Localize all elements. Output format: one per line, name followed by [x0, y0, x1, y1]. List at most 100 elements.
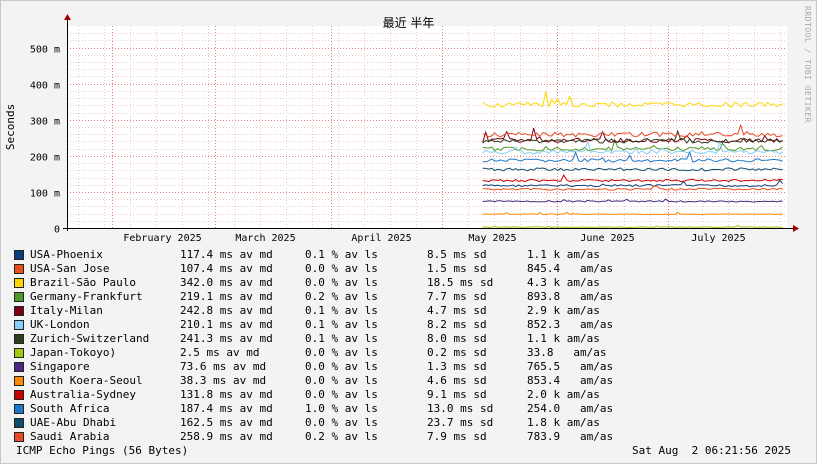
legend-loss: 0.0 % av ls — [305, 388, 378, 401]
legend-avg: 219.1 ms av md — [180, 290, 273, 303]
x-tick-label: April 2025 — [351, 233, 411, 244]
legend-avg: 342.0 ms av md — [180, 276, 273, 289]
series-line — [482, 185, 783, 191]
legend-sd: 7.9 ms sd — [427, 430, 487, 443]
legend-name: UK-London — [30, 318, 90, 331]
series-line — [482, 91, 783, 109]
legend-sd: 4.6 ms sd — [427, 374, 487, 387]
series-line — [482, 179, 784, 188]
x-tick-label: June 2025 — [580, 233, 634, 244]
legend-loss: 0.1 % av ls — [305, 332, 378, 345]
legend-swatch — [14, 264, 24, 274]
legend-swatch — [14, 362, 24, 372]
legend-am: 2.9 k am/as — [527, 304, 600, 317]
legend-swatch — [14, 292, 24, 302]
series-line — [482, 139, 784, 155]
series-line — [482, 224, 783, 229]
legend-swatch — [14, 320, 24, 330]
legend-loss: 0.0 % av ls — [305, 276, 378, 289]
legend-name: Brazil-São Paulo — [30, 276, 136, 289]
legend-name: USA-Phoenix — [30, 248, 103, 261]
legend-name: Italy-Milan — [30, 304, 103, 317]
series-line — [482, 173, 783, 183]
series-line — [482, 198, 783, 203]
legend-loss: 0.0 % av ls — [305, 374, 378, 387]
legend-am: 765.5 am/as — [527, 360, 614, 373]
y-tick-label: 0 — [54, 225, 60, 236]
series-line — [482, 167, 783, 172]
legend-avg: 210.1 ms av md — [180, 318, 273, 331]
legend-avg: 38.3 ms av md — [180, 374, 267, 387]
legend-avg: 258.9 ms av md — [180, 430, 273, 443]
y-axis-arrow — [64, 14, 71, 20]
series-line — [482, 123, 783, 138]
x-tick-label: May 2025 — [468, 233, 516, 244]
legend-sd: 1.5 ms sd — [427, 262, 487, 275]
x-tick-label: March 2025 — [235, 233, 295, 244]
legend-avg: 2.5 ms av md — [180, 346, 260, 359]
legend-loss: 0.0 % av ls — [305, 416, 378, 429]
legend-avg: 162.5 ms av md — [180, 416, 273, 429]
legend-name: South Africa — [30, 402, 110, 415]
legend-loss: 0.1 % av ls — [305, 304, 378, 317]
y-tick-label: 300 m — [30, 117, 60, 128]
legend-am: 1.1 k am/as — [527, 248, 600, 261]
legend-am: 4.3 k am/as — [527, 276, 600, 289]
y-tick-label: 500 m — [30, 45, 60, 56]
legend-sd: 23.7 ms sd — [427, 416, 494, 429]
legend-am: 1.1 k am/as — [527, 332, 600, 345]
legend-avg: 241.3 ms av md — [180, 332, 273, 345]
legend-am: 853.4 am/as — [527, 374, 614, 387]
legend-avg: 117.4 ms av md — [180, 248, 273, 261]
y-tick-label: 100 m — [30, 189, 60, 200]
legend-am: 845.4 am/as — [527, 262, 614, 275]
legend-am: 33.8 am/as — [527, 346, 607, 359]
legend-am: 852.3 am/as — [527, 318, 614, 331]
legend-sd: 0.2 ms sd — [427, 346, 487, 359]
legend-am: 1.8 k am/as — [527, 416, 600, 429]
legend-am: 2.0 k am/as — [527, 388, 600, 401]
legend-avg: 131.8 ms av md — [180, 388, 273, 401]
legend-name: Germany-Frankfurt — [30, 290, 143, 303]
legend-name: USA-San Jose — [30, 262, 110, 275]
chart-title: 最近 半年 — [382, 16, 435, 30]
legend-avg: 187.4 ms av md — [180, 402, 273, 415]
legend-name: Singapore — [30, 360, 90, 373]
legend-name: Saudi Arabia — [30, 430, 110, 443]
legend-name: Japan-Tokoyo) — [30, 346, 117, 359]
legend-sd: 8.5 ms sd — [427, 248, 487, 261]
legend-avg: 242.8 ms av md — [180, 304, 273, 317]
series-line — [482, 150, 783, 163]
legend-am: 254.0 am/as — [527, 402, 614, 415]
legend-swatch — [14, 404, 24, 414]
legend-swatch — [14, 306, 24, 316]
legend-swatch — [14, 278, 24, 288]
legend-sd: 18.5 ms sd — [427, 276, 494, 289]
legend-avg: 107.4 ms av md — [180, 262, 273, 275]
series-line — [482, 138, 783, 152]
legend-name: UAE-Abu Dhabi — [30, 416, 117, 429]
x-axis-arrow — [793, 225, 799, 232]
legend-sd: 4.7 ms sd — [427, 304, 487, 317]
footer-description: ICMP Echo Pings (56 Bytes) — [16, 444, 189, 457]
legend-sd: 8.2 ms sd — [427, 318, 487, 331]
series-line — [482, 129, 783, 144]
legend-sd: 9.1 ms sd — [427, 388, 487, 401]
legend-avg: 73.6 ms av md — [180, 360, 267, 373]
legend-loss: 1.0 % av ls — [305, 402, 378, 415]
legend-name: South Koera-Seoul — [30, 374, 143, 387]
x-tick-label: July 2025 — [691, 233, 745, 244]
legend-sd: 13.0 ms sd — [427, 402, 494, 415]
legend-swatch — [14, 418, 24, 428]
x-tick-label: February 2025 — [123, 233, 201, 244]
legend-sd: 1.3 ms sd — [427, 360, 487, 373]
legend-sd: 8.0 ms sd — [427, 332, 487, 345]
legend-sd: 7.7 ms sd — [427, 290, 487, 303]
legend-name: Australia-Sydney — [30, 388, 136, 401]
y-axis-label: Seconds — [4, 104, 17, 150]
legend-swatch — [14, 334, 24, 344]
legend-name: Zurich-Switzerland — [30, 332, 150, 345]
legend-swatch — [14, 250, 24, 260]
series-line — [482, 211, 783, 216]
legend-loss: 0.1 % av ls — [305, 248, 378, 261]
